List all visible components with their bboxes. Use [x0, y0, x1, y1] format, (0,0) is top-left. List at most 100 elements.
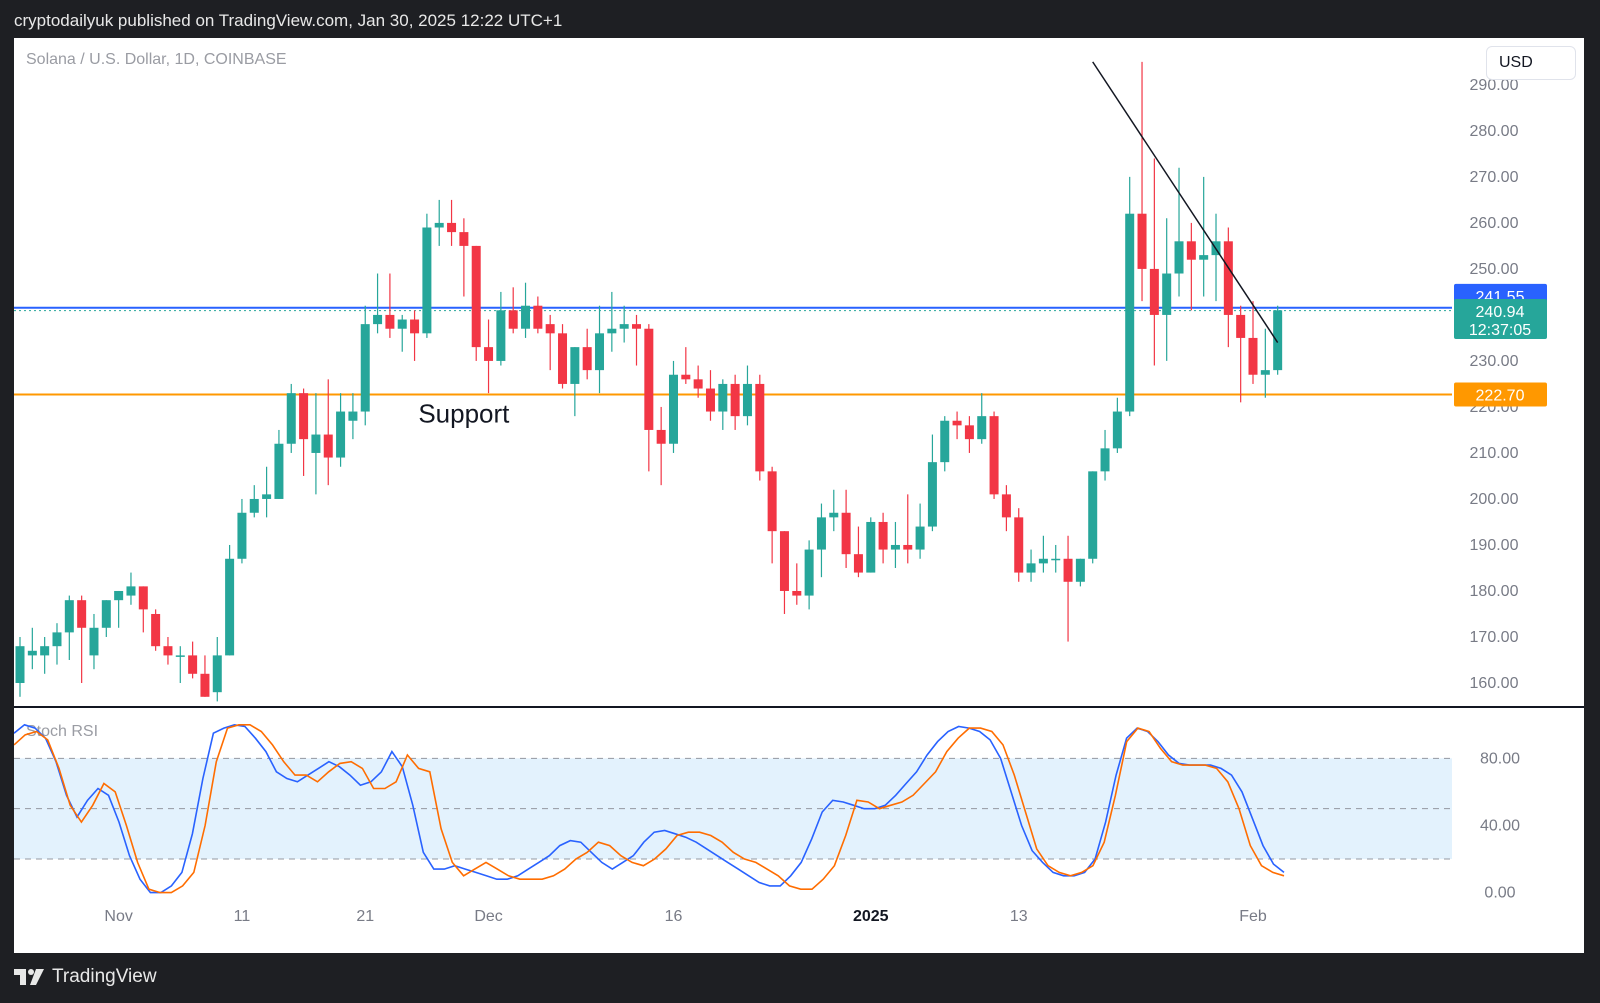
candle-body [126, 586, 136, 596]
price-axis-label: 230.00 [1470, 353, 1519, 370]
time-axis-label: 2025 [853, 908, 889, 925]
candle-body [841, 512, 851, 555]
candle-body [915, 526, 925, 550]
candle-body [779, 531, 789, 591]
symbol-title: Solana / U.S. Dollar, 1D, COINBASE [26, 51, 287, 68]
last-price-label: 240.94 [1476, 304, 1525, 321]
candle-body [447, 222, 457, 233]
candle-body [1112, 411, 1122, 449]
candle-body [595, 333, 605, 371]
candle-body [1223, 241, 1233, 315]
candle-body [1051, 558, 1061, 561]
candle-body [582, 347, 592, 371]
candle-body [360, 324, 370, 412]
candle-body [64, 600, 74, 633]
candle-body [434, 222, 444, 228]
candle-body [397, 319, 407, 329]
footer-bar: TradingView [0, 953, 1600, 1003]
candle-body [1001, 494, 1011, 518]
candle-body [989, 416, 999, 495]
price-axis-label: 200.00 [1470, 491, 1519, 508]
price-axis-label: 260.00 [1470, 215, 1519, 232]
candle-body [1162, 273, 1172, 315]
candle-body [1100, 448, 1110, 472]
candle-body [545, 324, 555, 334]
candle-body [964, 425, 974, 440]
price-axis-label: 280.00 [1470, 123, 1519, 140]
resistance-trendline [1092, 61, 1279, 343]
candle-body [816, 517, 826, 550]
tradingview-logo[interactable]: TradingView [14, 966, 157, 988]
candle-body [632, 324, 641, 329]
price-axis-label: 180.00 [1470, 583, 1519, 600]
candle-body [1125, 213, 1135, 412]
candle-body [755, 383, 765, 472]
price-axis-label: 170.00 [1470, 629, 1519, 646]
candle-body [175, 655, 185, 657]
currency-button[interactable]: USD [1486, 46, 1576, 80]
candle-body [1236, 314, 1246, 338]
candle-body [52, 632, 62, 647]
candle-body [940, 420, 950, 463]
candle-body [508, 310, 518, 329]
support-annotation: Support [418, 399, 510, 429]
publication-header: cryptodailyuk published on TradingView.c… [0, 0, 1600, 38]
stoch-axis-label: 80.00 [1480, 750, 1520, 767]
price-axis-label: 270.00 [1470, 169, 1519, 186]
candle-body [299, 393, 309, 440]
candle-body [767, 471, 777, 532]
candle-body [792, 590, 802, 596]
candle-body [742, 383, 752, 417]
candle-body [521, 305, 531, 329]
time-axis-label: Dec [474, 908, 502, 925]
candle-body [1199, 255, 1209, 260]
candle-body [1137, 213, 1147, 269]
candle-body [1075, 558, 1085, 582]
price-axis-label: 290.00 [1470, 77, 1519, 94]
candle-body [225, 558, 235, 656]
candle-body [570, 347, 580, 384]
candle-body [471, 245, 481, 348]
candle-body [878, 521, 888, 550]
candle-body [804, 549, 814, 596]
candle-body [311, 434, 321, 453]
candle-body [496, 310, 506, 361]
candle-body [681, 374, 691, 380]
candle-body [1026, 563, 1036, 573]
candle-body [829, 512, 839, 518]
chart-panel[interactable]: 290.00280.00270.00260.00250.00240.00230.… [14, 38, 1584, 953]
candle-body [27, 650, 37, 656]
time-axis-label: 13 [1010, 908, 1028, 925]
candle-body [262, 494, 272, 499]
time-axis-label: 11 [234, 908, 251, 925]
price-axis-label: 250.00 [1470, 261, 1519, 278]
candle-body [1149, 268, 1159, 315]
candle-body [77, 600, 87, 628]
candle-body [188, 655, 198, 674]
candle-body [422, 227, 432, 334]
candle-body [866, 521, 876, 573]
candle-body [1186, 241, 1196, 260]
candle-body [163, 646, 173, 656]
candle-body [101, 600, 111, 628]
candle-body [1088, 471, 1098, 559]
candle-body [336, 411, 346, 458]
publication-info: cryptodailyuk published on TradingView.c… [14, 11, 563, 30]
candle-body [410, 319, 420, 334]
candle-body [249, 498, 259, 513]
candle-body [718, 383, 728, 412]
candle-body [977, 416, 987, 440]
candle-body [619, 324, 629, 329]
candle-body [890, 544, 900, 550]
candle-body [705, 388, 715, 412]
candle-body [668, 374, 678, 444]
candle-body [1273, 310, 1283, 371]
candle-body [607, 328, 617, 334]
chart-canvas[interactable]: 290.00280.00270.00260.00250.00240.00230.… [14, 38, 1584, 953]
candle-body [385, 314, 395, 329]
price-axis-label: 160.00 [1470, 675, 1519, 692]
candle-body [656, 429, 666, 444]
time-axis-label: 21 [356, 908, 374, 925]
time-axis-label: 16 [665, 908, 683, 925]
candle-body [558, 333, 568, 384]
